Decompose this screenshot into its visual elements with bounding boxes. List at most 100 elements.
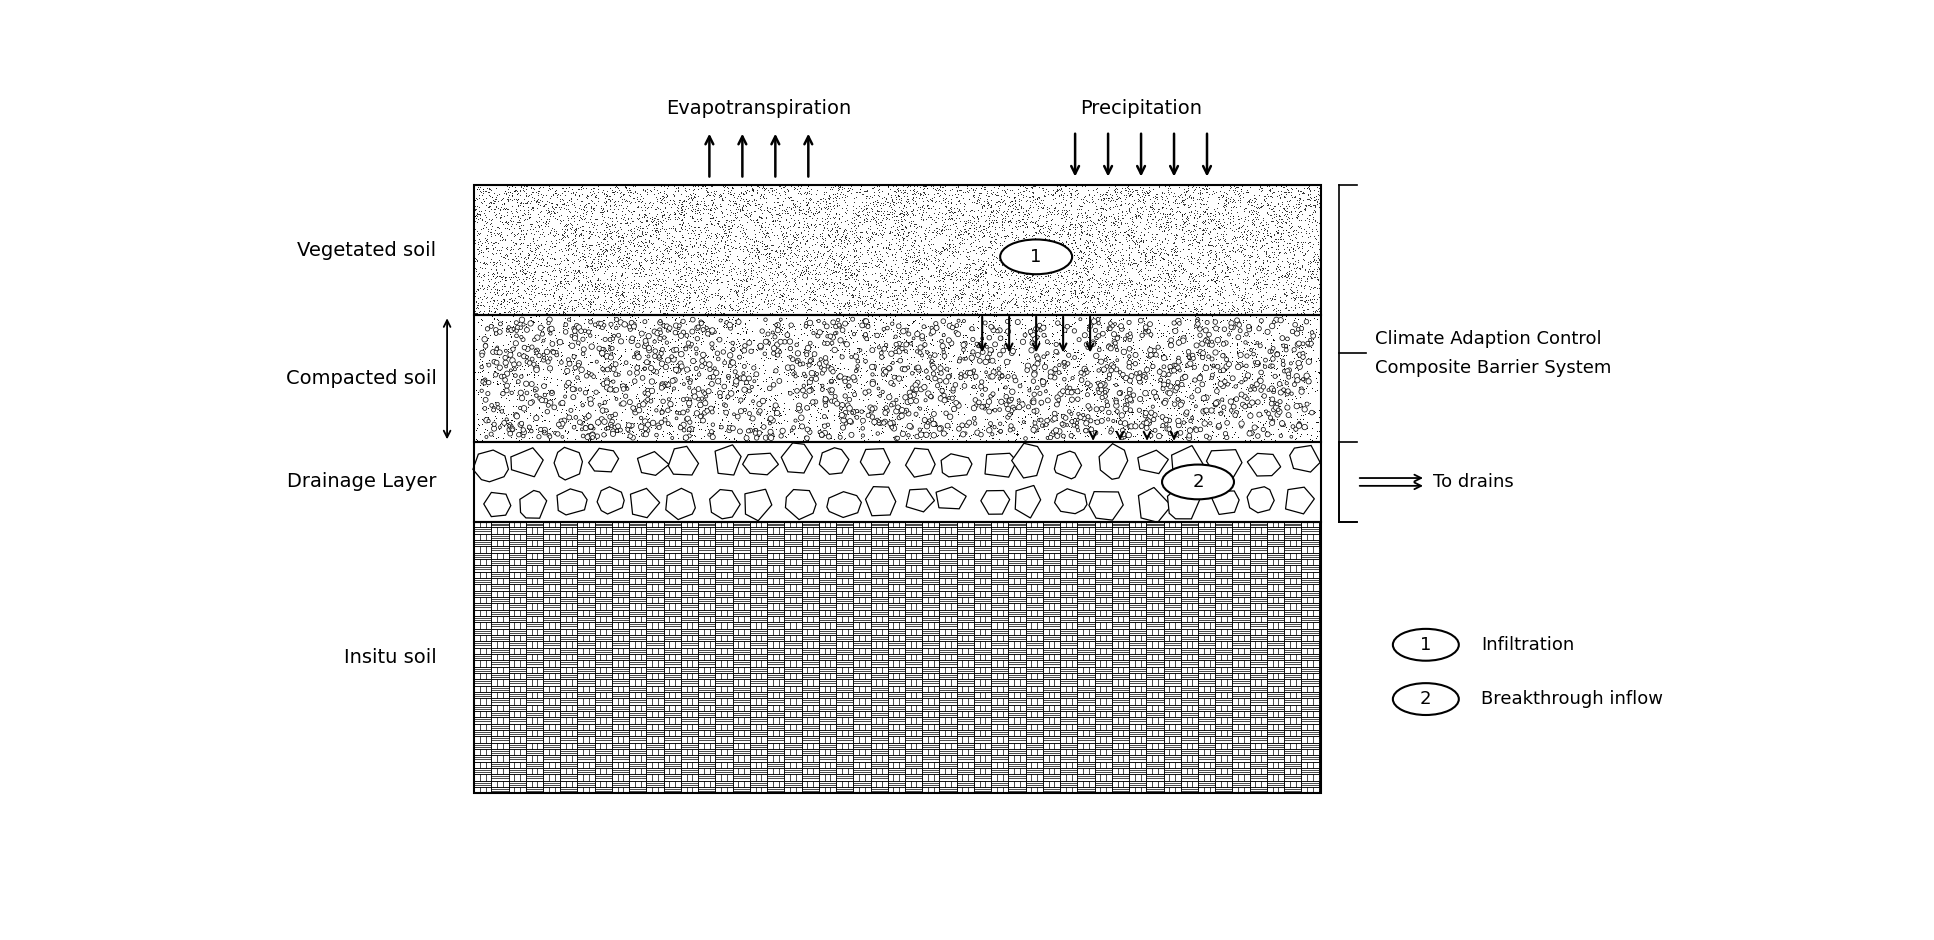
Point bbox=[716, 243, 747, 258]
Point bbox=[694, 265, 725, 280]
Point bbox=[797, 299, 828, 314]
Point bbox=[760, 318, 791, 333]
Point bbox=[572, 409, 603, 424]
Point bbox=[1174, 348, 1205, 363]
Point bbox=[555, 226, 586, 241]
Point bbox=[648, 342, 679, 357]
Point bbox=[584, 384, 615, 400]
Point bbox=[851, 274, 882, 289]
Point bbox=[1114, 248, 1145, 263]
Point bbox=[1035, 249, 1066, 264]
Point bbox=[1236, 348, 1267, 363]
Point bbox=[791, 305, 822, 320]
Point bbox=[1255, 208, 1286, 223]
Point bbox=[571, 334, 601, 349]
Point bbox=[766, 291, 797, 306]
Point bbox=[870, 267, 901, 282]
Point bbox=[1085, 200, 1116, 215]
Point bbox=[640, 251, 671, 266]
Point bbox=[503, 197, 534, 212]
Point bbox=[1271, 185, 1302, 200]
Point bbox=[874, 306, 905, 321]
Point bbox=[1259, 291, 1290, 306]
Point bbox=[1099, 232, 1129, 247]
Point bbox=[1166, 301, 1197, 316]
Point bbox=[986, 368, 1017, 384]
Point bbox=[959, 338, 990, 353]
Point bbox=[1195, 234, 1226, 249]
Point bbox=[592, 203, 623, 218]
Point bbox=[1195, 245, 1226, 260]
Point bbox=[586, 359, 617, 374]
Point bbox=[665, 406, 696, 421]
Point bbox=[1068, 411, 1099, 426]
Point bbox=[764, 259, 795, 274]
Point bbox=[607, 284, 638, 299]
Point bbox=[770, 302, 801, 317]
Point bbox=[948, 314, 979, 329]
Point bbox=[1039, 202, 1070, 217]
Point bbox=[924, 194, 955, 209]
Point bbox=[1288, 371, 1319, 386]
Point bbox=[1027, 280, 1058, 295]
Point bbox=[652, 364, 683, 379]
Point bbox=[1122, 186, 1153, 201]
Point bbox=[1104, 411, 1135, 426]
Point bbox=[861, 312, 892, 327]
Point bbox=[855, 400, 886, 415]
Point bbox=[1226, 291, 1257, 306]
Point bbox=[1000, 297, 1031, 312]
Point bbox=[843, 184, 874, 199]
Point bbox=[1135, 244, 1166, 259]
Point bbox=[526, 194, 557, 209]
Point bbox=[1145, 206, 1176, 221]
Point bbox=[1066, 264, 1097, 279]
Point bbox=[1085, 354, 1116, 369]
Point bbox=[1042, 206, 1073, 221]
Point bbox=[712, 289, 743, 304]
Point bbox=[770, 228, 801, 243]
Point bbox=[594, 194, 625, 209]
Point bbox=[470, 231, 501, 246]
Point bbox=[762, 343, 793, 358]
Point bbox=[899, 266, 930, 281]
Point bbox=[837, 265, 868, 280]
Point bbox=[996, 224, 1027, 239]
Point bbox=[1048, 221, 1079, 236]
Point bbox=[1286, 317, 1317, 332]
Point bbox=[911, 399, 942, 414]
Point bbox=[567, 276, 598, 291]
Point bbox=[1211, 350, 1242, 365]
Point bbox=[957, 345, 988, 360]
Point bbox=[1002, 188, 1033, 203]
Point bbox=[863, 203, 894, 218]
Point bbox=[905, 210, 936, 225]
Point bbox=[810, 204, 841, 219]
Point bbox=[961, 381, 992, 396]
Point bbox=[551, 195, 582, 210]
Point bbox=[716, 434, 747, 449]
Point bbox=[1133, 383, 1164, 398]
Point bbox=[868, 271, 899, 286]
Point bbox=[890, 292, 921, 307]
Point bbox=[818, 343, 849, 358]
Point bbox=[826, 255, 857, 270]
Point bbox=[468, 194, 499, 209]
Point bbox=[878, 369, 909, 384]
Point bbox=[534, 301, 565, 316]
Point bbox=[930, 267, 961, 282]
Point bbox=[522, 387, 553, 402]
Point bbox=[1011, 290, 1042, 305]
Point bbox=[779, 300, 810, 315]
Point bbox=[1193, 337, 1224, 352]
Point bbox=[1247, 325, 1278, 340]
Point bbox=[1062, 219, 1093, 234]
Point bbox=[571, 238, 601, 253]
Point bbox=[1091, 187, 1122, 202]
Point bbox=[1180, 223, 1211, 238]
Point bbox=[994, 189, 1025, 204]
Point bbox=[1073, 188, 1104, 203]
Point bbox=[1244, 293, 1275, 308]
Point bbox=[1008, 294, 1039, 309]
Point bbox=[981, 337, 1011, 352]
